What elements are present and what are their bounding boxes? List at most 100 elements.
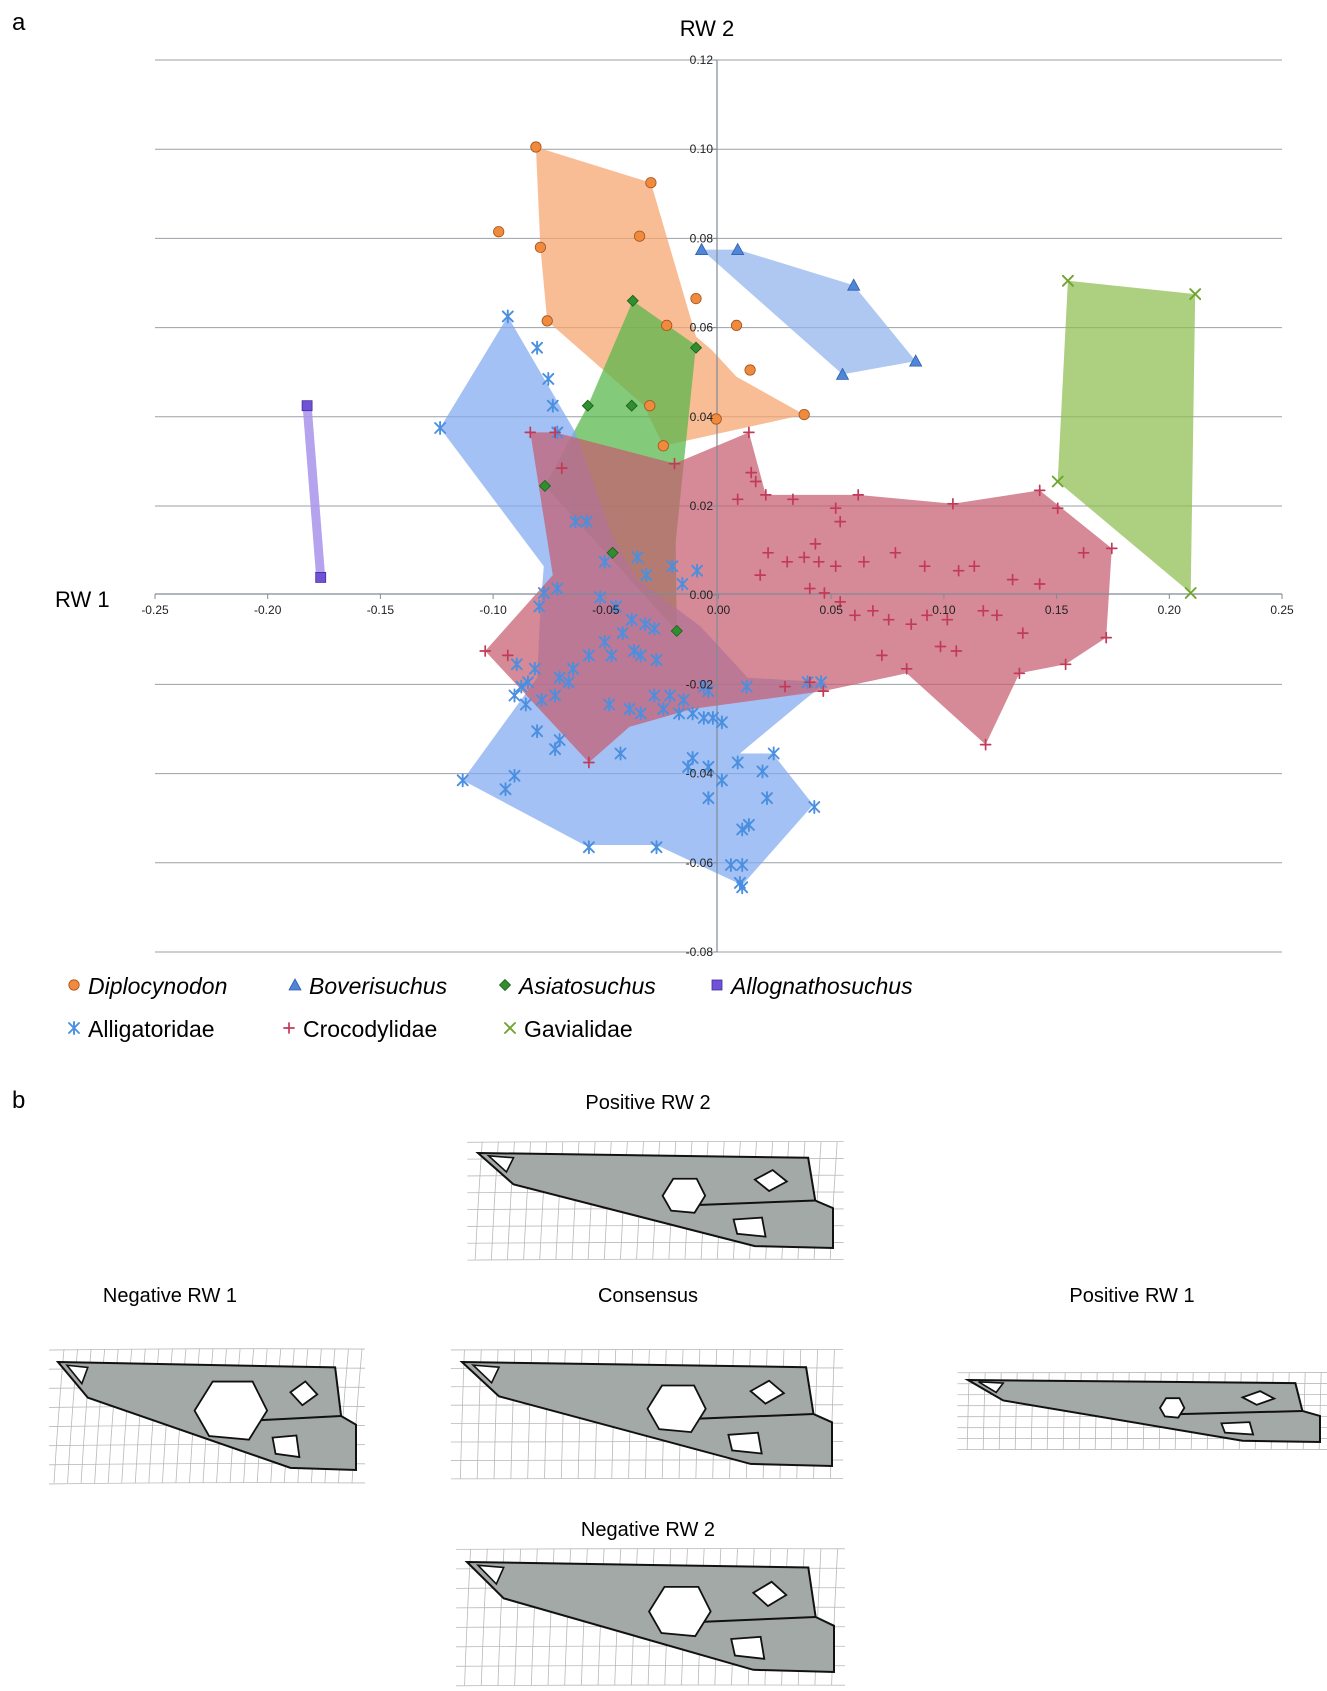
shape-label-negative-rw2: Negative RW 2: [581, 1519, 715, 1541]
data-point: [847, 278, 861, 291]
shape-label-negative-rw1: Negative RW 1: [103, 1285, 237, 1307]
data-point: [1105, 542, 1118, 555]
data-point: [1184, 587, 1197, 599]
data-point: [580, 514, 593, 529]
data-point: [657, 440, 669, 452]
legend-label: Crocodylidae: [303, 1016, 437, 1042]
data-point: [686, 706, 699, 721]
data-point: [779, 680, 791, 693]
data-point: [664, 688, 676, 703]
data-point: [697, 710, 710, 725]
data-point: [634, 648, 647, 663]
data-point: [582, 840, 595, 855]
data-point: [968, 560, 981, 573]
data-point: [918, 560, 931, 573]
data-point: [787, 493, 799, 506]
data-point: [749, 475, 762, 488]
data-point: [803, 676, 816, 689]
data-point: [614, 746, 627, 761]
tick-labels: -0.25 -0.20 -0.15 -0.10 -0.05 0.00 0.05 0.10 0.1…: [141, 53, 1294, 959]
data-point: [605, 648, 618, 663]
y-tick-label: -0.04: [686, 767, 714, 781]
legend-marker-crocodylidae-icon: [283, 1022, 295, 1034]
data-point: [1189, 288, 1202, 301]
data-point: [616, 626, 629, 641]
data-point: [661, 319, 673, 331]
data-point: [808, 800, 821, 814]
deformation-grids: Positive RW 2 Negative RW 1 Consensus Po…: [49, 1092, 1327, 1687]
data-point: [583, 756, 595, 769]
x-tick-label: 0.00: [707, 603, 731, 617]
data-point: [756, 764, 769, 779]
data-point: [724, 858, 737, 872]
data-point: [519, 697, 532, 712]
legend-label: Allognathosuchus: [729, 973, 913, 999]
legend-label: Boverisuchus: [309, 973, 448, 999]
data-point: [634, 706, 647, 721]
data-point: [569, 514, 582, 529]
data-point: [644, 400, 656, 412]
data-point: [731, 755, 744, 770]
data-point: [740, 679, 753, 694]
data-point: [858, 555, 870, 568]
shape-positive-rw1: [957, 1372, 1327, 1451]
legend-marker-gavialidae-icon: [504, 1022, 516, 1034]
data-point: [535, 693, 548, 707]
data-point: [731, 242, 745, 256]
data-point: [594, 590, 607, 605]
data-point: [534, 241, 547, 253]
hull-diplocynodon: [535, 147, 805, 446]
data-point: [1077, 546, 1090, 559]
data-point: [1033, 578, 1046, 590]
data-point: [742, 817, 755, 832]
data-point: [702, 684, 715, 699]
data-point: [934, 640, 947, 653]
data-point: [530, 141, 542, 153]
legend-marker-allognathosuchus-icon: [711, 979, 723, 991]
data-point: [744, 364, 756, 376]
y-tick-label: -0.08: [686, 945, 714, 959]
data-point: [508, 688, 521, 703]
y-tick-label: 0.04: [690, 410, 714, 424]
data-point: [531, 724, 544, 739]
legend-label: Alligatoridae: [88, 1016, 215, 1042]
data-point: [952, 564, 965, 577]
data-point: [1013, 667, 1026, 680]
data-point: [549, 426, 561, 439]
data-point: [551, 581, 564, 596]
data-point: [623, 701, 636, 716]
legend-item-gavialidae: Gavialidae: [504, 1016, 633, 1042]
data-point: [625, 399, 638, 412]
series-asiatosuchus: [538, 294, 703, 637]
x-tick-label: 0.15: [1045, 603, 1069, 617]
data-point: [542, 371, 555, 386]
data-point: [537, 586, 550, 600]
data-point: [628, 644, 640, 658]
shape-label-positive-rw2: Positive RW 2: [585, 1092, 710, 1114]
legend-item-asiatosuchus: Asiatosuchus: [498, 973, 656, 999]
hull-gavialidae: [1057, 280, 1196, 593]
data-point: [549, 742, 562, 757]
series-boverisuchus: [694, 242, 923, 380]
y-tick-label: -0.06: [686, 856, 714, 870]
data-point: [668, 457, 681, 470]
shape-consensus: [450, 1348, 844, 1480]
data-point: [743, 426, 755, 439]
data-point: [1051, 502, 1064, 515]
legend-item-allognathosuchus: Allognathosuchus: [711, 973, 913, 999]
data-point: [549, 688, 562, 703]
data-point: [301, 400, 313, 412]
data-point: [677, 693, 690, 707]
data-point: [553, 670, 566, 685]
data-point: [691, 563, 704, 578]
legend-marker-asiatosuchus-icon: [498, 978, 512, 992]
data-point: [736, 822, 749, 837]
x-tick-label: 0.10: [932, 603, 956, 617]
data-point: [524, 426, 537, 439]
y-axis-title: RW 2: [680, 16, 735, 41]
series-gavialidae: [1051, 274, 1202, 599]
x-tick-label: 0.25: [1270, 603, 1294, 617]
data-point: [849, 609, 861, 622]
data-point: [921, 609, 933, 622]
panel-b-label: b: [12, 1087, 25, 1114]
